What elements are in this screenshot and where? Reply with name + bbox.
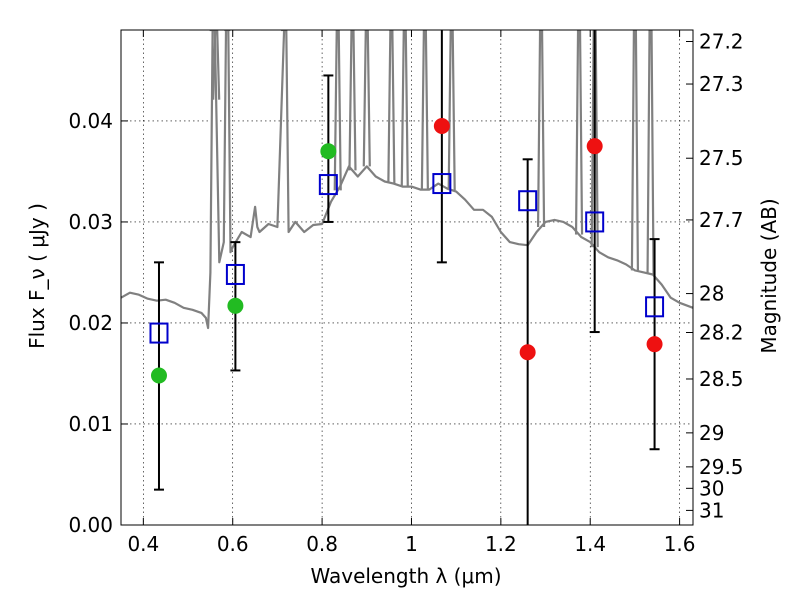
data-point-circle [586,138,603,155]
y-axis-label: Flux F_ν ( μJy ) [25,203,49,349]
mag-tick-label: 29.5 [699,455,744,479]
spectrum-emission-line [630,30,640,271]
data-point-circle [320,143,337,160]
mag-tick-label: 29 [699,421,724,445]
data-point-square [225,263,245,285]
data-point-circle [646,336,663,353]
y-tick-label: 0.04 [68,109,113,133]
x-tick-label: 1.4 [574,532,606,556]
spectrum-emission-line [574,30,584,235]
right-axis-label: Magnitude (AB) [757,198,781,353]
data-points [149,117,665,384]
data-point-square [518,190,538,212]
spectrum-emission-line [447,30,456,191]
x-tick-label: 0.4 [127,532,159,556]
y-tick-label: 0.02 [68,311,113,335]
x-axis-label: Wavelength λ (μm) [310,564,501,588]
spectrum-emission-line [646,30,655,274]
data-point-circle [433,117,450,134]
y-tick-label: 0.00 [68,513,113,537]
mag-tick-label: 28 [699,282,724,306]
data-point-circle [519,344,536,361]
mag-tick-label: 30 [699,476,724,500]
error-bars [153,30,660,525]
plot-frame [120,29,694,526]
mag-tick-label: 27.7 [699,208,744,232]
spectrum-emission-line [362,30,371,167]
spectrum-emission-line [333,30,342,191]
y-tick-label: 0.01 [68,412,113,436]
x-tick-label: 1.2 [485,532,517,556]
data-point-square [149,322,169,344]
y-tick-label: 0.03 [68,210,113,234]
data-point-circle [150,367,167,384]
mag-tick-label: 31 [699,498,724,522]
x-tick-label: 0.8 [306,532,338,556]
mag-tick-label: 28.5 [699,367,744,391]
x-tick-label: 0.6 [217,532,249,556]
x-tick-label: 1.6 [664,532,696,556]
mag-tick-label: 27.3 [699,72,744,96]
data-point-circle [227,297,244,314]
x-tick-label: 1 [405,532,418,556]
spectrum-emission-line [420,30,429,190]
spectrum-emission-line [387,30,396,184]
data-point-square [432,173,452,195]
data-point-square [318,174,338,196]
axis-ticks: 0.4 0.6 0.8 1 1.2 1.4 1.6 0.00 0.01 0.02 0.03 0.04 2… [68,29,743,556]
mag-tick-label: 28.2 [699,321,744,345]
spectrum-emission-line [348,30,357,171]
spectrum-emission-line [212,30,221,100]
model-spectrum [121,30,693,330]
spectrum-emission-line [536,30,546,228]
mag-tick-label: 27.5 [699,146,744,170]
data-point-square [585,211,605,233]
data-point-square [645,296,665,318]
mag-tick-label: 27.2 [699,29,744,53]
spectrum-emission-line [400,30,409,187]
